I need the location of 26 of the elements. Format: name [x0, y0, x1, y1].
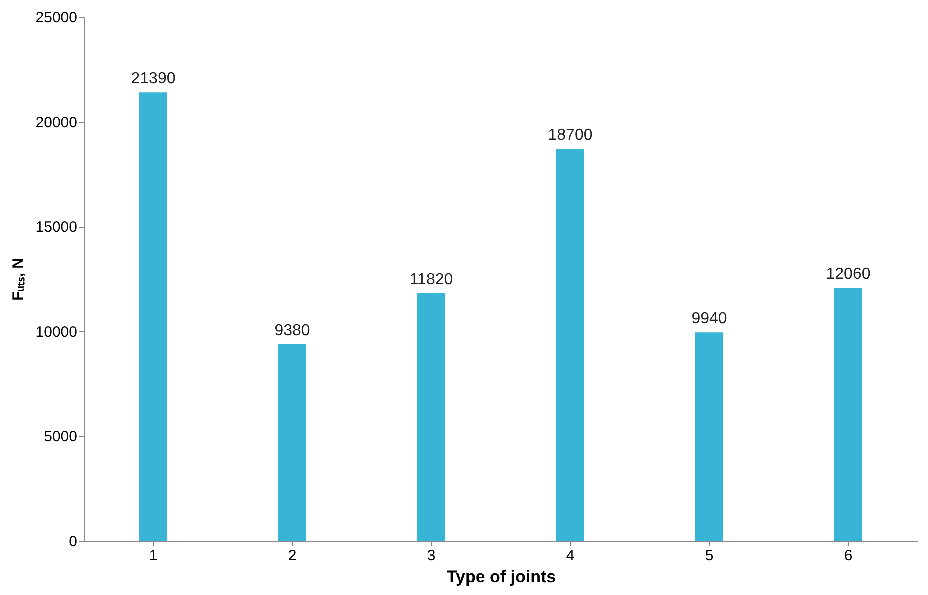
x-tick-label: 6 — [844, 548, 853, 564]
bar — [278, 344, 306, 541]
x-tick-label: 4 — [566, 548, 575, 564]
data-label: 21390 — [131, 70, 176, 88]
y-tick-label: 20000 — [36, 114, 78, 132]
bar — [556, 149, 584, 541]
x-axis-title: Type of joints — [446, 568, 556, 586]
y-axis-title: Fᵤₜₛ, N — [10, 258, 27, 301]
bar — [418, 293, 446, 541]
y-tick-label: 5000 — [44, 428, 78, 446]
data-label: 18700 — [548, 127, 593, 144]
y-tick-label: 25000 — [36, 10, 78, 26]
y-tick-label: 15000 — [36, 219, 78, 236]
x-tick-label: 5 — [705, 548, 714, 564]
bar — [834, 288, 862, 541]
x-tick-label: 1 — [149, 548, 158, 564]
bar — [140, 92, 168, 541]
data-label: 9380 — [274, 322, 310, 340]
x-tick-label: 2 — [288, 548, 297, 564]
data-label: 9940 — [692, 310, 728, 328]
y-tick-label: 10000 — [36, 324, 78, 341]
y-tick-label: 0 — [69, 534, 78, 550]
data-label: 12060 — [826, 266, 871, 284]
data-label: 11820 — [410, 271, 454, 288]
x-tick-label: 3 — [427, 548, 436, 564]
bar — [696, 332, 724, 541]
